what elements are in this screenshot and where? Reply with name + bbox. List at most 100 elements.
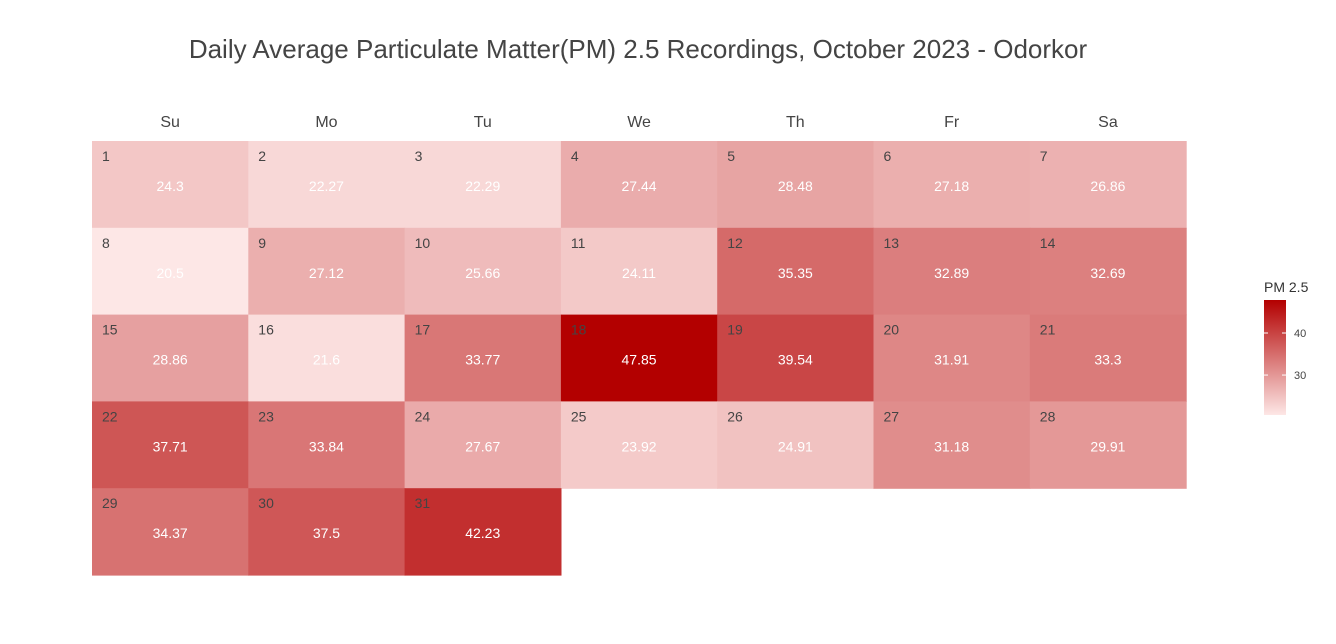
day-number: 10 — [415, 235, 431, 251]
calendar-day-cell: 820.5 — [92, 227, 249, 316]
weekday-label: We — [627, 114, 651, 131]
heatmap-cell — [92, 401, 249, 489]
calendar-day-cell: 16 21.6 — [248, 314, 406, 402]
day-number: 1 — [102, 148, 110, 164]
day-number: 12 — [727, 235, 743, 251]
legend-ticks: 30 40 — [1264, 328, 1306, 382]
day-number: 26 — [727, 408, 743, 424]
weekday-labels: Su Mo Tu We Th Fr Sa — [160, 114, 1117, 131]
weekday-label: Sa — [1098, 114, 1118, 131]
pm-value-label: 31.18 — [934, 438, 969, 454]
pm-value-label: 33.84 — [309, 438, 344, 454]
day-number: 14 — [1040, 235, 1056, 251]
calendar-day-cell: 15 28.86 — [92, 314, 249, 402]
pm-value-label: 35.35 — [778, 265, 813, 281]
pm-value-label: 31.91 — [934, 352, 969, 368]
pm-value-label: 32.89 — [934, 265, 969, 281]
pm-value-label: 39.54 — [778, 352, 813, 368]
calendar-day-cell: 26 24.91 — [717, 401, 875, 489]
day-number: 15 — [102, 322, 118, 338]
pm-value-label: 25.66 — [465, 265, 500, 281]
pm-value-label: 26.86 — [1090, 178, 1125, 194]
heatmap-cell — [873, 401, 1031, 489]
calendar-day-cell: 25 23.92 — [560, 401, 718, 489]
pm-value-label: 27.44 — [622, 178, 657, 194]
calendar-cells: 124.3222.27322.29427.44528.48627.18726.8… — [92, 141, 1187, 576]
day-number: 28 — [1040, 408, 1056, 424]
calendar-day-cell: 21 33.3 — [1029, 314, 1187, 402]
pm-value-label: 21.6 — [313, 352, 340, 368]
color-legend: PM 2.5 30 40 — [1264, 279, 1309, 415]
heatmap-cell — [404, 401, 562, 489]
pm-value-label: 27.12 — [309, 265, 344, 281]
day-number: 20 — [884, 322, 900, 338]
chart-title: Daily Average Particulate Matter(PM) 2.5… — [189, 34, 1088, 64]
heatmap-cell — [717, 227, 875, 316]
heatmap-cell — [560, 314, 718, 402]
legend-title: PM 2.5 — [1264, 279, 1309, 295]
day-number: 5 — [727, 148, 735, 164]
day-number: 27 — [884, 408, 900, 424]
calendar-day-cell: 222.27 — [248, 141, 406, 229]
heatmap-cell — [560, 227, 718, 316]
pm-value-label: 34.37 — [153, 525, 188, 541]
heatmap-cell — [560, 141, 718, 229]
day-number: 8 — [102, 235, 110, 251]
heatmap-cell — [1029, 314, 1187, 402]
day-number: 23 — [258, 408, 274, 424]
pm-value-label: 27.18 — [934, 178, 969, 194]
calendar-day-cell: 17 33.77 — [404, 314, 562, 402]
heatmap-cell — [873, 141, 1031, 229]
calendar-day-cell: 20 31.91 — [873, 314, 1031, 402]
pm-value-label: 28.48 — [778, 178, 813, 194]
heatmap-cell — [248, 488, 406, 576]
calendar-day-cell: 124.3 — [92, 141, 249, 229]
legend-color-bar — [1264, 300, 1286, 415]
day-number: 31 — [415, 495, 431, 511]
pm-value-label: 24.91 — [778, 438, 813, 454]
calendar-day-cell: 726.86 — [1029, 141, 1187, 229]
heatmap-cell — [92, 141, 249, 229]
calendar-day-cell: 23 33.84 — [248, 401, 406, 489]
day-number: 16 — [258, 322, 274, 338]
day-number: 2 — [258, 148, 266, 164]
calendar-day-cell: 427.44 — [560, 141, 718, 229]
legend-tick-label: 40 — [1294, 328, 1306, 340]
day-number: 13 — [884, 235, 900, 251]
day-number: 4 — [571, 148, 579, 164]
calendar-day-cell: 27 31.18 — [873, 401, 1031, 489]
calendar-day-cell: 31 42.23 — [404, 488, 562, 576]
calendar-day-cell: 528.48 — [717, 141, 875, 229]
heatmap-cell — [248, 401, 406, 489]
heatmap-cell — [1029, 141, 1187, 229]
calendar-day-cell: 14 32.69 — [1029, 227, 1187, 316]
heatmap-cell — [248, 314, 406, 402]
calendar-day-cell: 11 24.11 — [560, 227, 718, 316]
calendar-day-cell: 28 29.91 — [1029, 401, 1187, 489]
heatmap-cell — [717, 314, 875, 402]
pm-value-label: 24.3 — [157, 178, 184, 194]
pm-value-label: 22.27 — [309, 178, 344, 194]
day-number: 30 — [258, 495, 274, 511]
weekday-label: Su — [160, 114, 180, 131]
heatmap-cell — [717, 141, 875, 229]
legend-tick-label: 30 — [1294, 370, 1306, 382]
day-number: 29 — [102, 495, 118, 511]
day-number: 24 — [415, 408, 431, 424]
day-number: 7 — [1040, 148, 1048, 164]
calendar-day-cell: 13 32.89 — [873, 227, 1031, 316]
day-number: 21 — [1040, 322, 1056, 338]
heatmap-cell — [873, 227, 1031, 316]
pm-value-label: 29.91 — [1090, 438, 1125, 454]
pm-value-label: 23.92 — [622, 438, 657, 454]
heatmap-cell — [1029, 227, 1187, 316]
pm-value-label: 47.85 — [622, 352, 657, 368]
heatmap-cell — [92, 488, 249, 576]
heatmap-cell — [92, 314, 249, 402]
pm-value-label: 32.69 — [1090, 265, 1125, 281]
pm-value-label: 24.11 — [622, 265, 656, 281]
day-number: 18 — [571, 322, 587, 338]
calendar-day-cell: 22 37.71 — [92, 401, 249, 489]
heatmap-cell — [873, 314, 1031, 402]
pm-value-label: 42.23 — [465, 525, 500, 541]
